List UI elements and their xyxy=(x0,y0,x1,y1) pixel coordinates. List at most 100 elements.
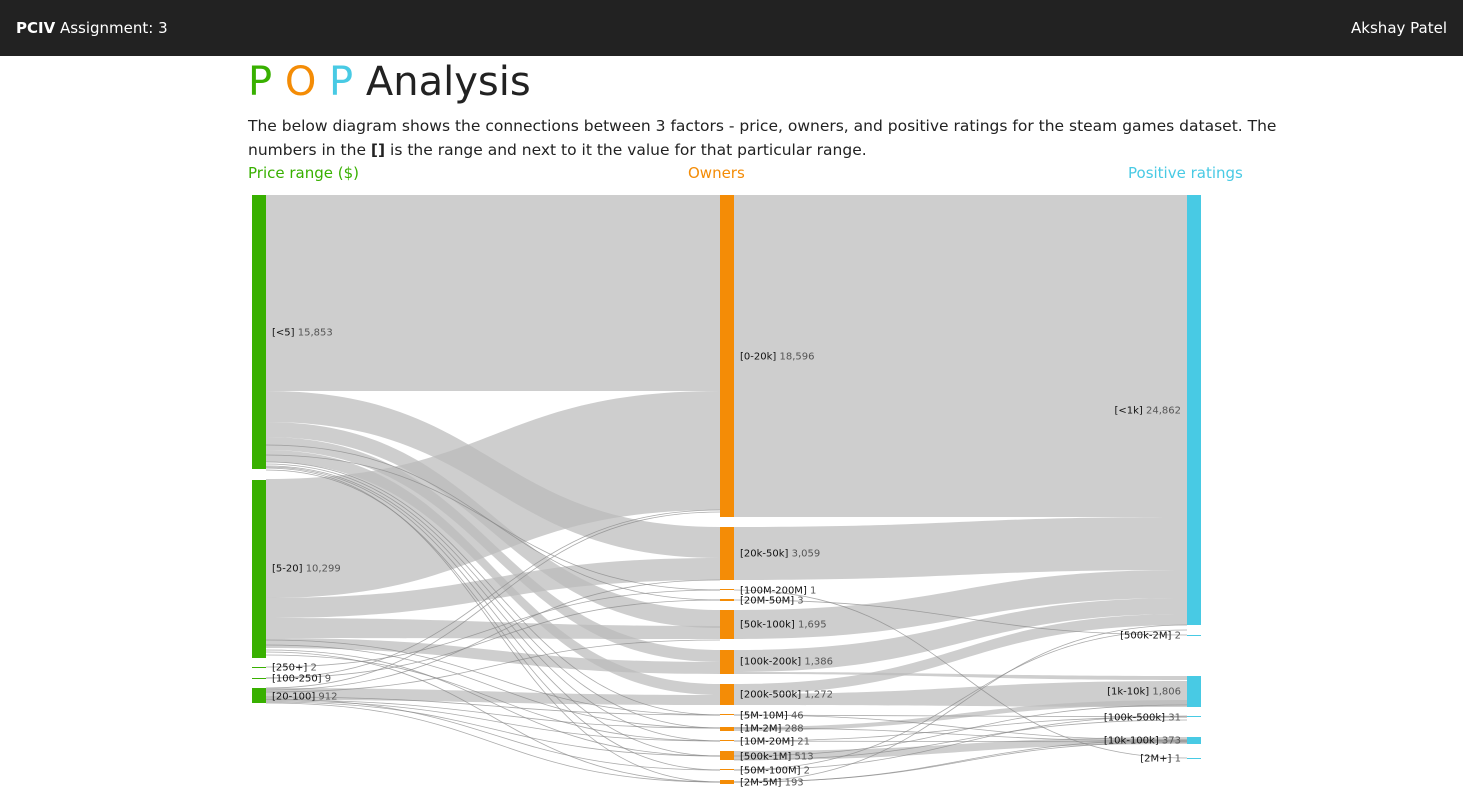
node-value: 1,806 xyxy=(1152,687,1181,698)
link-thin xyxy=(265,461,721,716)
link-thin xyxy=(265,599,721,679)
owners-node-label: [500k-1M] 513 xyxy=(740,752,814,763)
link-thin xyxy=(265,463,721,729)
description-bracket: [] xyxy=(370,141,386,159)
price-node-100-250[interactable] xyxy=(252,678,266,679)
node-value: 513 xyxy=(794,752,813,763)
node-range: [10k-100k] xyxy=(1104,736,1162,747)
owners-node-500k-1m[interactable] xyxy=(720,751,734,760)
ratings-node-1k[interactable] xyxy=(1187,195,1201,625)
link-band xyxy=(734,517,1187,580)
owners-node-2m-5m[interactable] xyxy=(720,780,734,784)
owners-node-0-20k[interactable] xyxy=(720,195,734,517)
owners-node-200k-500k[interactable] xyxy=(720,684,734,705)
node-value: 18,596 xyxy=(779,352,814,363)
ratings-node-label: [1k-10k] 1,806 xyxy=(1107,687,1181,698)
link-thin xyxy=(265,639,721,693)
node-range: [10M-20M] xyxy=(740,737,797,748)
description-text-1: The below diagram shows the connections … xyxy=(248,117,1277,159)
node-value: 9 xyxy=(325,674,331,685)
owners-node-label: [50k-100k] 1,695 xyxy=(740,620,827,631)
link-thin xyxy=(265,700,721,742)
owners-node-label: [20M-50M] 3 xyxy=(740,596,804,607)
node-value: 193 xyxy=(785,778,804,789)
owners-node-label: [0-20k] 18,596 xyxy=(740,352,814,363)
price-node-250[interactable] xyxy=(252,667,266,668)
owners-node-20m-50m[interactable] xyxy=(720,599,734,601)
owners-node-1m-2m[interactable] xyxy=(720,727,734,731)
node-range: [100M-200M] xyxy=(740,586,810,597)
ratings-node-10k-100k[interactable] xyxy=(1187,737,1201,744)
link-thin xyxy=(265,639,721,716)
node-range: [500k-2M] xyxy=(1120,631,1174,642)
link-thin xyxy=(265,644,721,729)
link-thin xyxy=(265,466,721,757)
node-range: [1k-10k] xyxy=(1107,687,1152,698)
owners-node-100k-200k[interactable] xyxy=(720,650,734,674)
ratings-column-heading: Positive ratings xyxy=(1128,164,1243,182)
link-thin xyxy=(265,465,721,742)
owners-node-label: [200k-500k] 1,272 xyxy=(740,690,833,701)
owners-column-heading: Owners xyxy=(688,164,745,182)
ratings-node-500k-2m[interactable] xyxy=(1187,635,1201,636)
node-range: [50k-100k] xyxy=(740,620,798,631)
price-node-label: [<5] 15,853 xyxy=(272,328,333,339)
owners-node-5m-10m[interactable] xyxy=(720,714,734,715)
title-p2: P xyxy=(329,59,354,105)
node-value: 24,862 xyxy=(1146,406,1181,417)
link-thin xyxy=(265,649,721,757)
ratings-node-100k-500k[interactable] xyxy=(1187,716,1201,717)
node-value: 1 xyxy=(810,586,816,597)
node-range: [0-20k] xyxy=(740,352,779,363)
price-node-5-20[interactable] xyxy=(252,480,266,658)
brand-bold: PCIV xyxy=(16,19,56,37)
link-thin xyxy=(733,714,1188,718)
price-node-label: [250+] 2 xyxy=(272,663,317,674)
node-value: 1,272 xyxy=(804,690,833,701)
node-value: 3,059 xyxy=(792,549,821,560)
owners-node-100m-200m[interactable] xyxy=(720,589,734,590)
ratings-node-label: [100k-500k] 31 xyxy=(1104,713,1181,724)
owners-node-10m-20m[interactable] xyxy=(720,740,734,741)
node-range: [100k-500k] xyxy=(1104,713,1168,724)
node-value: 912 xyxy=(318,692,337,703)
ratings-node-1k-10k[interactable] xyxy=(1187,676,1201,707)
link-band xyxy=(734,737,1187,760)
price-node-5[interactable] xyxy=(252,195,266,469)
link-band xyxy=(266,422,720,628)
owners-node-50k-100k[interactable] xyxy=(720,610,734,639)
node-range: [20-100] xyxy=(272,692,318,703)
owners-node-50m-100m[interactable] xyxy=(720,769,734,770)
user-name[interactable]: Akshay Patel xyxy=(1351,19,1447,37)
owners-node-label: [5M-10M] 46 xyxy=(740,711,804,722)
owners-node-label: [2M-5M] 193 xyxy=(740,778,804,789)
ratings-node-label: [2M+] 1 xyxy=(1140,754,1181,765)
sankey-links xyxy=(265,195,1188,783)
link-band xyxy=(266,391,720,598)
link-band xyxy=(734,598,1187,672)
link-thin xyxy=(265,509,721,679)
owners-node-label: [10M-20M] 21 xyxy=(740,737,810,748)
node-value: 2 xyxy=(310,663,316,674)
description-text-2: is the range and next to it the value fo… xyxy=(385,141,867,159)
link-band xyxy=(266,195,720,391)
price-node-20-100[interactable] xyxy=(252,688,266,703)
node-value: 46 xyxy=(791,711,804,722)
link-band xyxy=(266,450,720,695)
link-thin xyxy=(733,719,1188,761)
owners-node-20k-50k[interactable] xyxy=(720,527,734,580)
node-range: [50M-100M] xyxy=(740,766,804,777)
owners-node-label: [1M-2M] 288 xyxy=(740,724,804,735)
node-range: [250+] xyxy=(272,663,310,674)
ratings-node-2m[interactable] xyxy=(1187,758,1201,759)
brand[interactable]: PCIV Assignment: 3 xyxy=(16,19,168,37)
node-value: 3 xyxy=(797,596,803,607)
node-range: [1M-2M] xyxy=(740,724,785,735)
ratings-node-label: [10k-100k] 373 xyxy=(1104,736,1181,747)
price-node-label: [20-100] 912 xyxy=(272,692,338,703)
price-node-label: [5-20] 10,299 xyxy=(272,564,341,575)
node-range: [2M+] xyxy=(1140,754,1174,765)
link-thin xyxy=(265,579,721,691)
node-range: [20M-50M] xyxy=(740,596,797,607)
